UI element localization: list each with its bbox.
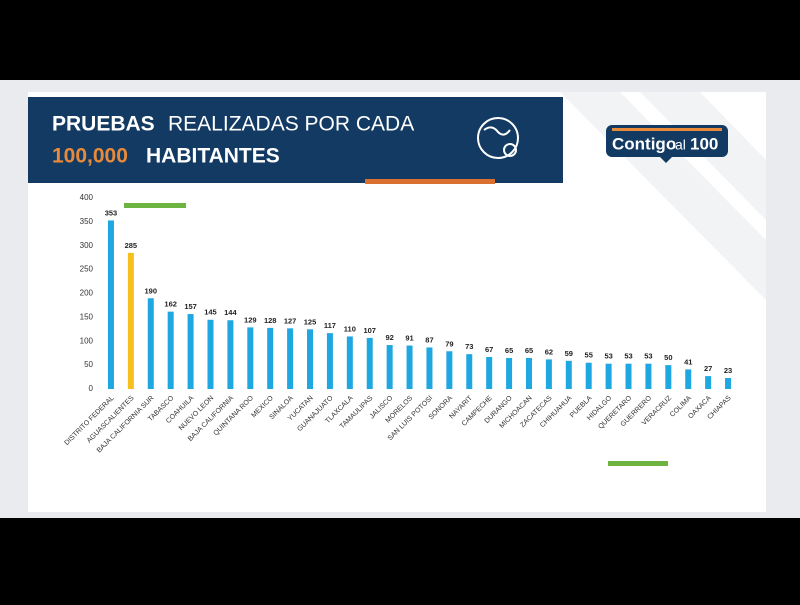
data-label: 79 [445, 339, 453, 348]
bar [446, 351, 453, 389]
bar [366, 337, 373, 389]
bar [725, 378, 732, 389]
bar [545, 359, 552, 389]
bar [665, 365, 672, 389]
bar [565, 360, 572, 389]
data-label: 162 [164, 300, 177, 309]
accent-line [365, 179, 495, 184]
data-label: 55 [585, 351, 593, 360]
bar [107, 220, 114, 389]
bar [525, 357, 532, 389]
bar [207, 319, 214, 389]
bar [187, 314, 194, 389]
data-label: 127 [284, 316, 297, 325]
logo-tail [660, 157, 672, 163]
data-label: 129 [244, 315, 257, 324]
title-number: 100,000 [52, 145, 128, 168]
bar [406, 345, 413, 389]
y-tick-label: 400 [80, 193, 94, 202]
data-label: 110 [344, 324, 356, 333]
title-tail: HABITANTES [146, 145, 280, 168]
bar [127, 252, 134, 389]
data-label: 285 [125, 241, 138, 250]
y-tick-label: 250 [80, 265, 94, 274]
data-label: 65 [525, 346, 533, 355]
logo: Contigo al 100 [606, 125, 728, 163]
bar [486, 357, 493, 389]
bar [326, 333, 333, 389]
y-tick-label: 350 [80, 217, 94, 226]
y-tick-label: 0 [89, 384, 94, 393]
data-label: 87 [425, 335, 433, 344]
data-label: 41 [684, 357, 692, 366]
y-tick-label: 150 [80, 312, 94, 321]
data-label: 125 [304, 317, 317, 326]
bar [585, 362, 592, 389]
bar [247, 327, 254, 389]
bar [506, 357, 513, 389]
logo-stripe [612, 128, 722, 131]
data-label: 91 [405, 334, 413, 343]
data-label: 23 [724, 366, 732, 375]
bar [645, 363, 652, 389]
bar [346, 336, 353, 389]
bar [625, 363, 632, 389]
title-bold: PRUEBAS [52, 113, 155, 136]
y-tick-label: 100 [80, 336, 94, 345]
logo-text: 100 [690, 134, 718, 153]
data-label: 353 [105, 208, 118, 217]
title-rest: REALIZADAS POR CADA [168, 113, 414, 136]
data-label: 117 [324, 321, 336, 330]
data-label: 62 [545, 347, 553, 356]
bar [267, 327, 274, 389]
bar [307, 329, 314, 389]
data-label: 53 [604, 352, 612, 361]
y-tick-label: 200 [80, 289, 94, 298]
data-label: 107 [363, 326, 376, 335]
data-label: 157 [184, 302, 197, 311]
bar [227, 320, 234, 389]
y-tick-label: 50 [84, 360, 93, 369]
bar [426, 347, 433, 389]
data-label: 144 [224, 308, 237, 317]
data-label: 128 [264, 316, 277, 325]
data-label: 92 [385, 333, 393, 342]
data-label: 73 [465, 342, 473, 351]
data-label: 53 [624, 352, 632, 361]
bar [147, 298, 154, 389]
data-label: 50 [664, 353, 672, 362]
logo-text: Contigo [612, 134, 676, 153]
data-label: 59 [565, 349, 573, 358]
bar [605, 363, 612, 389]
accent-line [124, 203, 186, 208]
data-label: 27 [704, 364, 712, 373]
bar [466, 354, 473, 389]
bar [705, 376, 712, 389]
logo-text: al [675, 137, 686, 153]
icon [477, 117, 519, 159]
logo-box [606, 125, 728, 157]
data-label: 65 [505, 346, 513, 355]
bar [287, 328, 294, 389]
data-label: 53 [644, 352, 652, 361]
header-box [28, 97, 563, 183]
bar [386, 345, 393, 389]
bar [167, 311, 174, 389]
data-label: 145 [204, 308, 217, 317]
y-tick-label: 300 [80, 241, 94, 250]
data-label: 67 [485, 345, 493, 354]
accent-line [608, 461, 668, 466]
data-label: 190 [145, 286, 158, 295]
bar [685, 369, 692, 389]
